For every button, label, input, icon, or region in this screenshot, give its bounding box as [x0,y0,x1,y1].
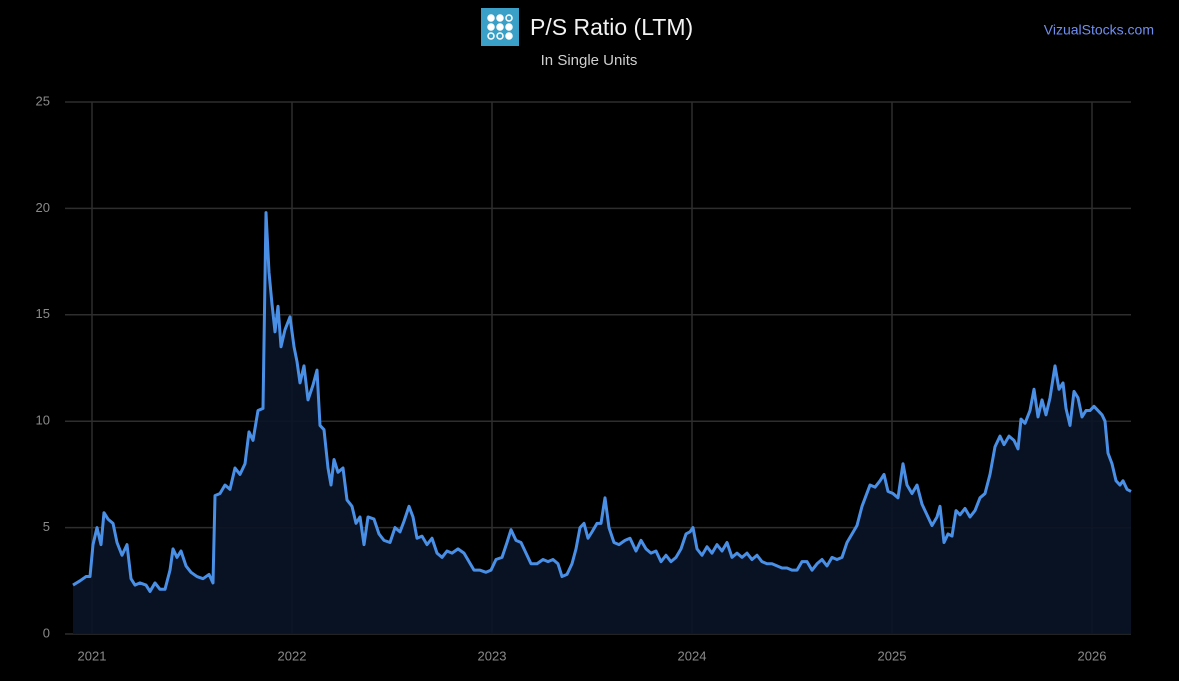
x-tick-label: 2025 [878,648,907,663]
x-tick-label: 2023 [478,648,507,663]
x-tick-label: 2022 [278,648,307,663]
line [72,211,1132,593]
area [73,212,1131,634]
y-tick-label: 15 [36,306,50,321]
y-tick-label: 20 [36,200,50,215]
y-tick-label: 5 [43,519,50,534]
chart-subtitle: In Single Units [541,52,638,69]
logo [481,8,519,46]
x-tick-label: 2024 [678,648,707,663]
y-tick-label: 10 [36,413,50,428]
y-tick-label: 0 [43,625,50,640]
chart-title: P/S Ratio (LTM) [530,14,693,40]
watermark: VizualStocks.com [1044,22,1154,38]
x-tick-label: 2026 [1078,648,1107,663]
y-tick-label: 25 [36,93,50,108]
x-tick-label: 2021 [78,648,107,663]
